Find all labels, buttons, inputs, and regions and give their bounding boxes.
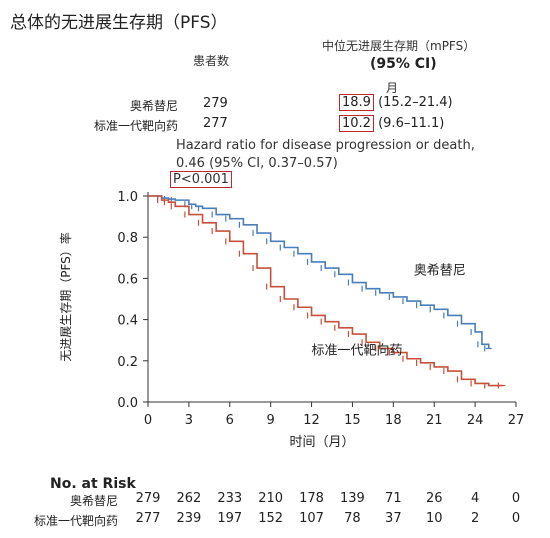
risk-table-title: No. at Risk (50, 476, 136, 492)
chart-title: 总体的无进展生存期（PFS） (10, 13, 228, 33)
chart-axes: 0 3 6 9 12 15 18 21 24 27 0.0 0.2 0.4 0.6 0.8 1.0 (117, 190, 524, 428)
y-tick-label: 1.0 (117, 190, 138, 205)
risk-cell: 26 (425, 491, 443, 506)
risk-cell: 0 (511, 511, 521, 526)
arm-osimertinib-label: 奥希替尼 (129, 99, 178, 113)
arm-standard-label: 标准一代靶向药 (93, 119, 178, 133)
x-tick-label: 0 (144, 413, 152, 428)
patients-column-header: 患者数 (193, 54, 230, 68)
risk-row-label: 标准一代靶向药 (33, 514, 118, 528)
y-tick-label: 0.0 (117, 396, 138, 411)
arm-standard-n: 277 (203, 116, 228, 131)
risk-cell: 71 (385, 491, 402, 506)
x-tick-label: 21 (426, 413, 443, 428)
mpfs-column-header: 中位无进展生存期（mPFS） (322, 39, 476, 53)
risk-row-label: 奥希替尼 (69, 494, 118, 508)
km-curve-0 (148, 195, 490, 349)
risk-cell: 233 (217, 491, 243, 506)
x-tick-label: 15 (344, 413, 361, 428)
risk-cell: 210 (258, 491, 284, 506)
risk-cell: 10 (425, 511, 443, 526)
km-curve-1 (148, 195, 503, 387)
risk-cell: 78 (344, 511, 361, 526)
y-tick-label: 0.4 (117, 314, 138, 329)
arm-osimertinib-ci: (15.2–21.4) (378, 95, 453, 110)
x-tick-label: 12 (303, 413, 320, 428)
hazard-ratio-line1: Hazard ratio for disease progression or … (176, 138, 475, 153)
x-tick-label: 3 (185, 413, 193, 428)
risk-cell: 277 (135, 511, 161, 526)
x-axis-label: 时间（月） (289, 435, 354, 450)
x-tick-label: 27 (508, 413, 525, 428)
unit-header: 月 (386, 81, 399, 95)
risk-cell: 262 (176, 491, 202, 506)
arm-osimertinib-n: 279 (203, 96, 228, 111)
risk-cell: 178 (299, 491, 324, 506)
risk-cell: 139 (340, 491, 365, 506)
y-tick-label: 0.6 (117, 272, 138, 287)
risk-cell: 279 (135, 491, 161, 506)
arm-osimertinib-median: 18.9 (339, 94, 374, 111)
x-tick-label: 6 (226, 413, 234, 428)
y-axis-label: 无进展生存期（PFS）率 (58, 232, 73, 362)
risk-cell: 0 (511, 491, 521, 506)
risk-cell: 239 (176, 511, 202, 526)
p-value: P<0.001 (170, 171, 232, 188)
x-tick-label: 9 (267, 413, 275, 428)
risk-cell: 197 (217, 511, 243, 526)
curve-annotation-0: 奥希替尼 (414, 263, 466, 278)
risk-cell: 152 (258, 511, 284, 526)
y-tick-label: 0.2 (117, 355, 138, 370)
curve-annotation-1: 标准一代靶向药 (312, 343, 403, 359)
hazard-ratio-line2: 0.46 (95% CI, 0.37–0.57) (176, 156, 338, 171)
arm-standard-median: 10.2 (339, 115, 374, 132)
arm-standard-ci: (9.6–11.1) (378, 116, 445, 131)
x-tick-label: 18 (385, 413, 402, 428)
series-layer (148, 195, 506, 389)
risk-cell: 4 (470, 491, 480, 506)
risk-cell: 2 (470, 511, 480, 526)
risk-cell: 37 (385, 511, 402, 526)
risk-cell: 107 (299, 511, 324, 526)
x-tick-label: 24 (467, 413, 484, 428)
ci-column-header: (95% CI) (370, 56, 437, 72)
y-tick-label: 0.8 (117, 231, 138, 246)
